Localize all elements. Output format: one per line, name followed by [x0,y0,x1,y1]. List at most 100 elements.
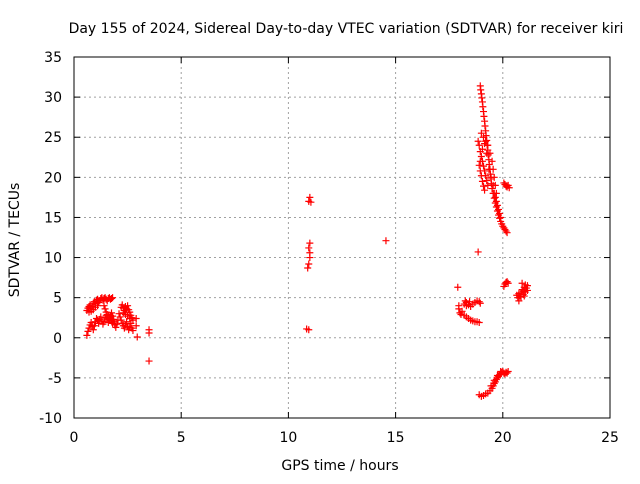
data-point [306,193,314,201]
data-point [497,367,505,375]
data-point [108,309,116,317]
data-point [116,313,124,321]
data-point [484,151,492,159]
axis-ticks: 0 5 10 15 20 25 -10 -5 0 5 10 15 20 25 30 35 [39,50,619,446]
data-point [113,320,121,328]
data-point [306,239,314,247]
data-point [87,319,95,327]
plot-frame [73,56,611,419]
data-point [513,291,521,299]
data-point [307,198,315,206]
data-point [480,182,488,190]
data-point [503,229,511,237]
data-point [95,298,103,306]
data-point [132,322,140,330]
data-point [145,329,153,337]
data-point [486,170,494,178]
data-point [305,326,313,334]
data-point [480,112,488,120]
data-point [497,213,505,221]
data-point [474,248,482,256]
data-point [461,297,469,305]
x-tick-label: 25 [601,430,619,446]
data-point [475,141,483,149]
data-point [101,305,109,313]
data-point [108,294,116,302]
data-point [484,141,492,149]
data-point [126,308,134,316]
data-point [523,282,531,290]
data-point [492,189,500,197]
data-point [129,327,137,335]
data-point [481,122,489,130]
data-point [118,301,126,309]
data-point [496,209,504,217]
data-point [304,264,312,272]
data-point [112,323,120,331]
data-point [493,201,501,209]
data-point [306,249,314,257]
data-point [123,318,131,326]
data-point [479,103,487,111]
data-point [488,157,496,165]
data-point [475,298,483,306]
data-point [478,94,486,102]
data-point [97,313,105,321]
data-point [462,302,470,310]
data-point [477,152,485,160]
data-point [493,371,501,379]
x-tick-label: 0 [70,430,79,446]
data-point [115,310,123,318]
data-point [100,302,108,310]
data-point [504,367,512,375]
data-point [476,299,484,307]
data-point [109,294,117,302]
data-point [487,180,495,188]
data-point [503,369,511,377]
data-point [457,311,465,319]
data-point [110,315,118,323]
data-point [478,177,486,185]
y-tick-label: 10 [44,251,62,267]
y-tick-label: 25 [44,130,62,146]
data-point [85,324,93,332]
data-point [482,137,490,145]
data-point [504,279,512,287]
data-point [93,315,101,323]
data-point [477,86,485,94]
data-point [94,302,102,310]
y-tick-label: -5 [48,371,62,387]
data-point [475,319,483,327]
data-point [488,185,496,193]
data-point [503,278,511,286]
data-point [491,193,499,201]
data-point [129,316,137,324]
y-tick-label: 5 [53,291,62,307]
data-point [109,312,117,320]
data-point [490,376,498,384]
data-point [489,165,497,173]
y-tick-label: 35 [44,50,62,66]
data-point [476,167,484,175]
data-point [490,173,498,181]
data-point [305,260,313,268]
data-point [476,157,484,165]
y-tick-label: -10 [39,411,62,427]
data-point [518,279,526,287]
y-tick-label: 15 [44,210,62,226]
data-point [492,197,500,205]
data-point [502,227,510,235]
data-point [477,129,485,137]
data-point [483,177,491,185]
y-axis-label: SDTVAR / TECUs [7,183,23,298]
data-point [133,333,141,341]
x-axis-label: GPS time / hours [281,458,398,474]
data-point [83,331,91,339]
data-point [478,145,486,153]
data-point [477,172,485,180]
data-point [475,161,483,169]
data-point [491,181,499,189]
data-point [117,316,125,324]
data-point [89,326,97,334]
